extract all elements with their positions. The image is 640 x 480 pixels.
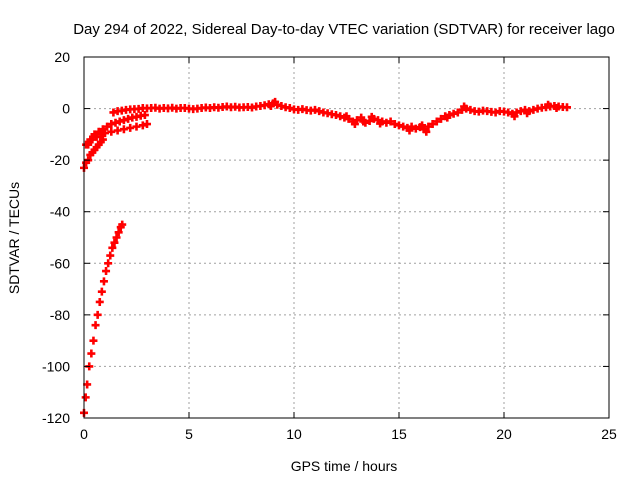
data-point bbox=[102, 267, 111, 276]
data-point bbox=[432, 117, 441, 126]
y-tick-label: -20 bbox=[50, 152, 70, 168]
data-point bbox=[94, 127, 103, 136]
y-tick-label: -100 bbox=[42, 358, 70, 374]
data-point bbox=[89, 336, 98, 345]
data-point bbox=[544, 100, 553, 109]
x-tick-label: 0 bbox=[80, 426, 88, 442]
data-series bbox=[80, 97, 571, 417]
data-point bbox=[359, 117, 368, 126]
data-point bbox=[103, 122, 112, 131]
data-point bbox=[81, 393, 90, 402]
data-point bbox=[99, 277, 108, 286]
x-tick-label: 25 bbox=[601, 426, 617, 442]
data-point bbox=[87, 349, 96, 358]
data-point bbox=[266, 101, 275, 110]
plot-frame bbox=[83, 56, 610, 419]
y-tick-label: -80 bbox=[50, 307, 70, 323]
axis-ticks: 0 5 10 15 20 25 -120 -100 -80 -60 -40 -20 0 20 bbox=[42, 49, 617, 442]
data-point bbox=[90, 130, 99, 139]
data-point bbox=[98, 135, 107, 144]
data-point bbox=[86, 135, 95, 144]
data-point bbox=[350, 120, 359, 129]
data-point bbox=[460, 102, 469, 111]
data-point bbox=[376, 119, 385, 128]
x-tick-label: 5 bbox=[185, 426, 193, 442]
x-tick-label: 15 bbox=[391, 426, 407, 442]
x-tick-label: 10 bbox=[286, 426, 302, 442]
data-point bbox=[93, 310, 102, 319]
x-axis-label: GPS time / hours bbox=[291, 458, 398, 474]
data-point bbox=[271, 97, 280, 106]
data-point bbox=[110, 238, 119, 247]
data-point bbox=[563, 103, 571, 112]
data-point bbox=[108, 243, 117, 252]
grid bbox=[84, 57, 609, 418]
x-tick-label: 20 bbox=[496, 426, 512, 442]
chart-title: Day 294 of 2022, Sidereal Day-to-day VTE… bbox=[73, 21, 615, 38]
data-point bbox=[411, 124, 420, 133]
data-point bbox=[114, 228, 123, 237]
y-tick-label: 0 bbox=[62, 101, 70, 117]
y-tick-label: -120 bbox=[42, 410, 70, 426]
data-point bbox=[140, 111, 149, 120]
y-tick-label: -40 bbox=[50, 204, 70, 220]
data-point bbox=[443, 113, 452, 122]
data-point bbox=[453, 108, 462, 117]
data-point bbox=[342, 112, 351, 121]
y-tick-label: -60 bbox=[50, 255, 70, 271]
data-point bbox=[118, 220, 127, 229]
data-point bbox=[91, 321, 100, 330]
y-axis-label: SDTVAR / TECUs bbox=[6, 182, 22, 294]
data-point bbox=[386, 117, 395, 126]
data-point bbox=[82, 140, 91, 149]
data-point bbox=[552, 104, 561, 113]
data-point bbox=[428, 120, 437, 129]
y-tick-label: 20 bbox=[54, 49, 70, 65]
data-point bbox=[418, 121, 427, 130]
data-point bbox=[367, 112, 376, 121]
data-point bbox=[143, 120, 151, 129]
data-point bbox=[523, 109, 532, 118]
data-point bbox=[106, 251, 115, 260]
data-point bbox=[95, 297, 104, 306]
data-point bbox=[97, 287, 106, 296]
data-point bbox=[98, 125, 107, 134]
data-point bbox=[104, 259, 113, 268]
data-point bbox=[112, 233, 121, 242]
data-point bbox=[405, 126, 414, 135]
data-point bbox=[422, 127, 431, 136]
data-point bbox=[510, 112, 519, 121]
